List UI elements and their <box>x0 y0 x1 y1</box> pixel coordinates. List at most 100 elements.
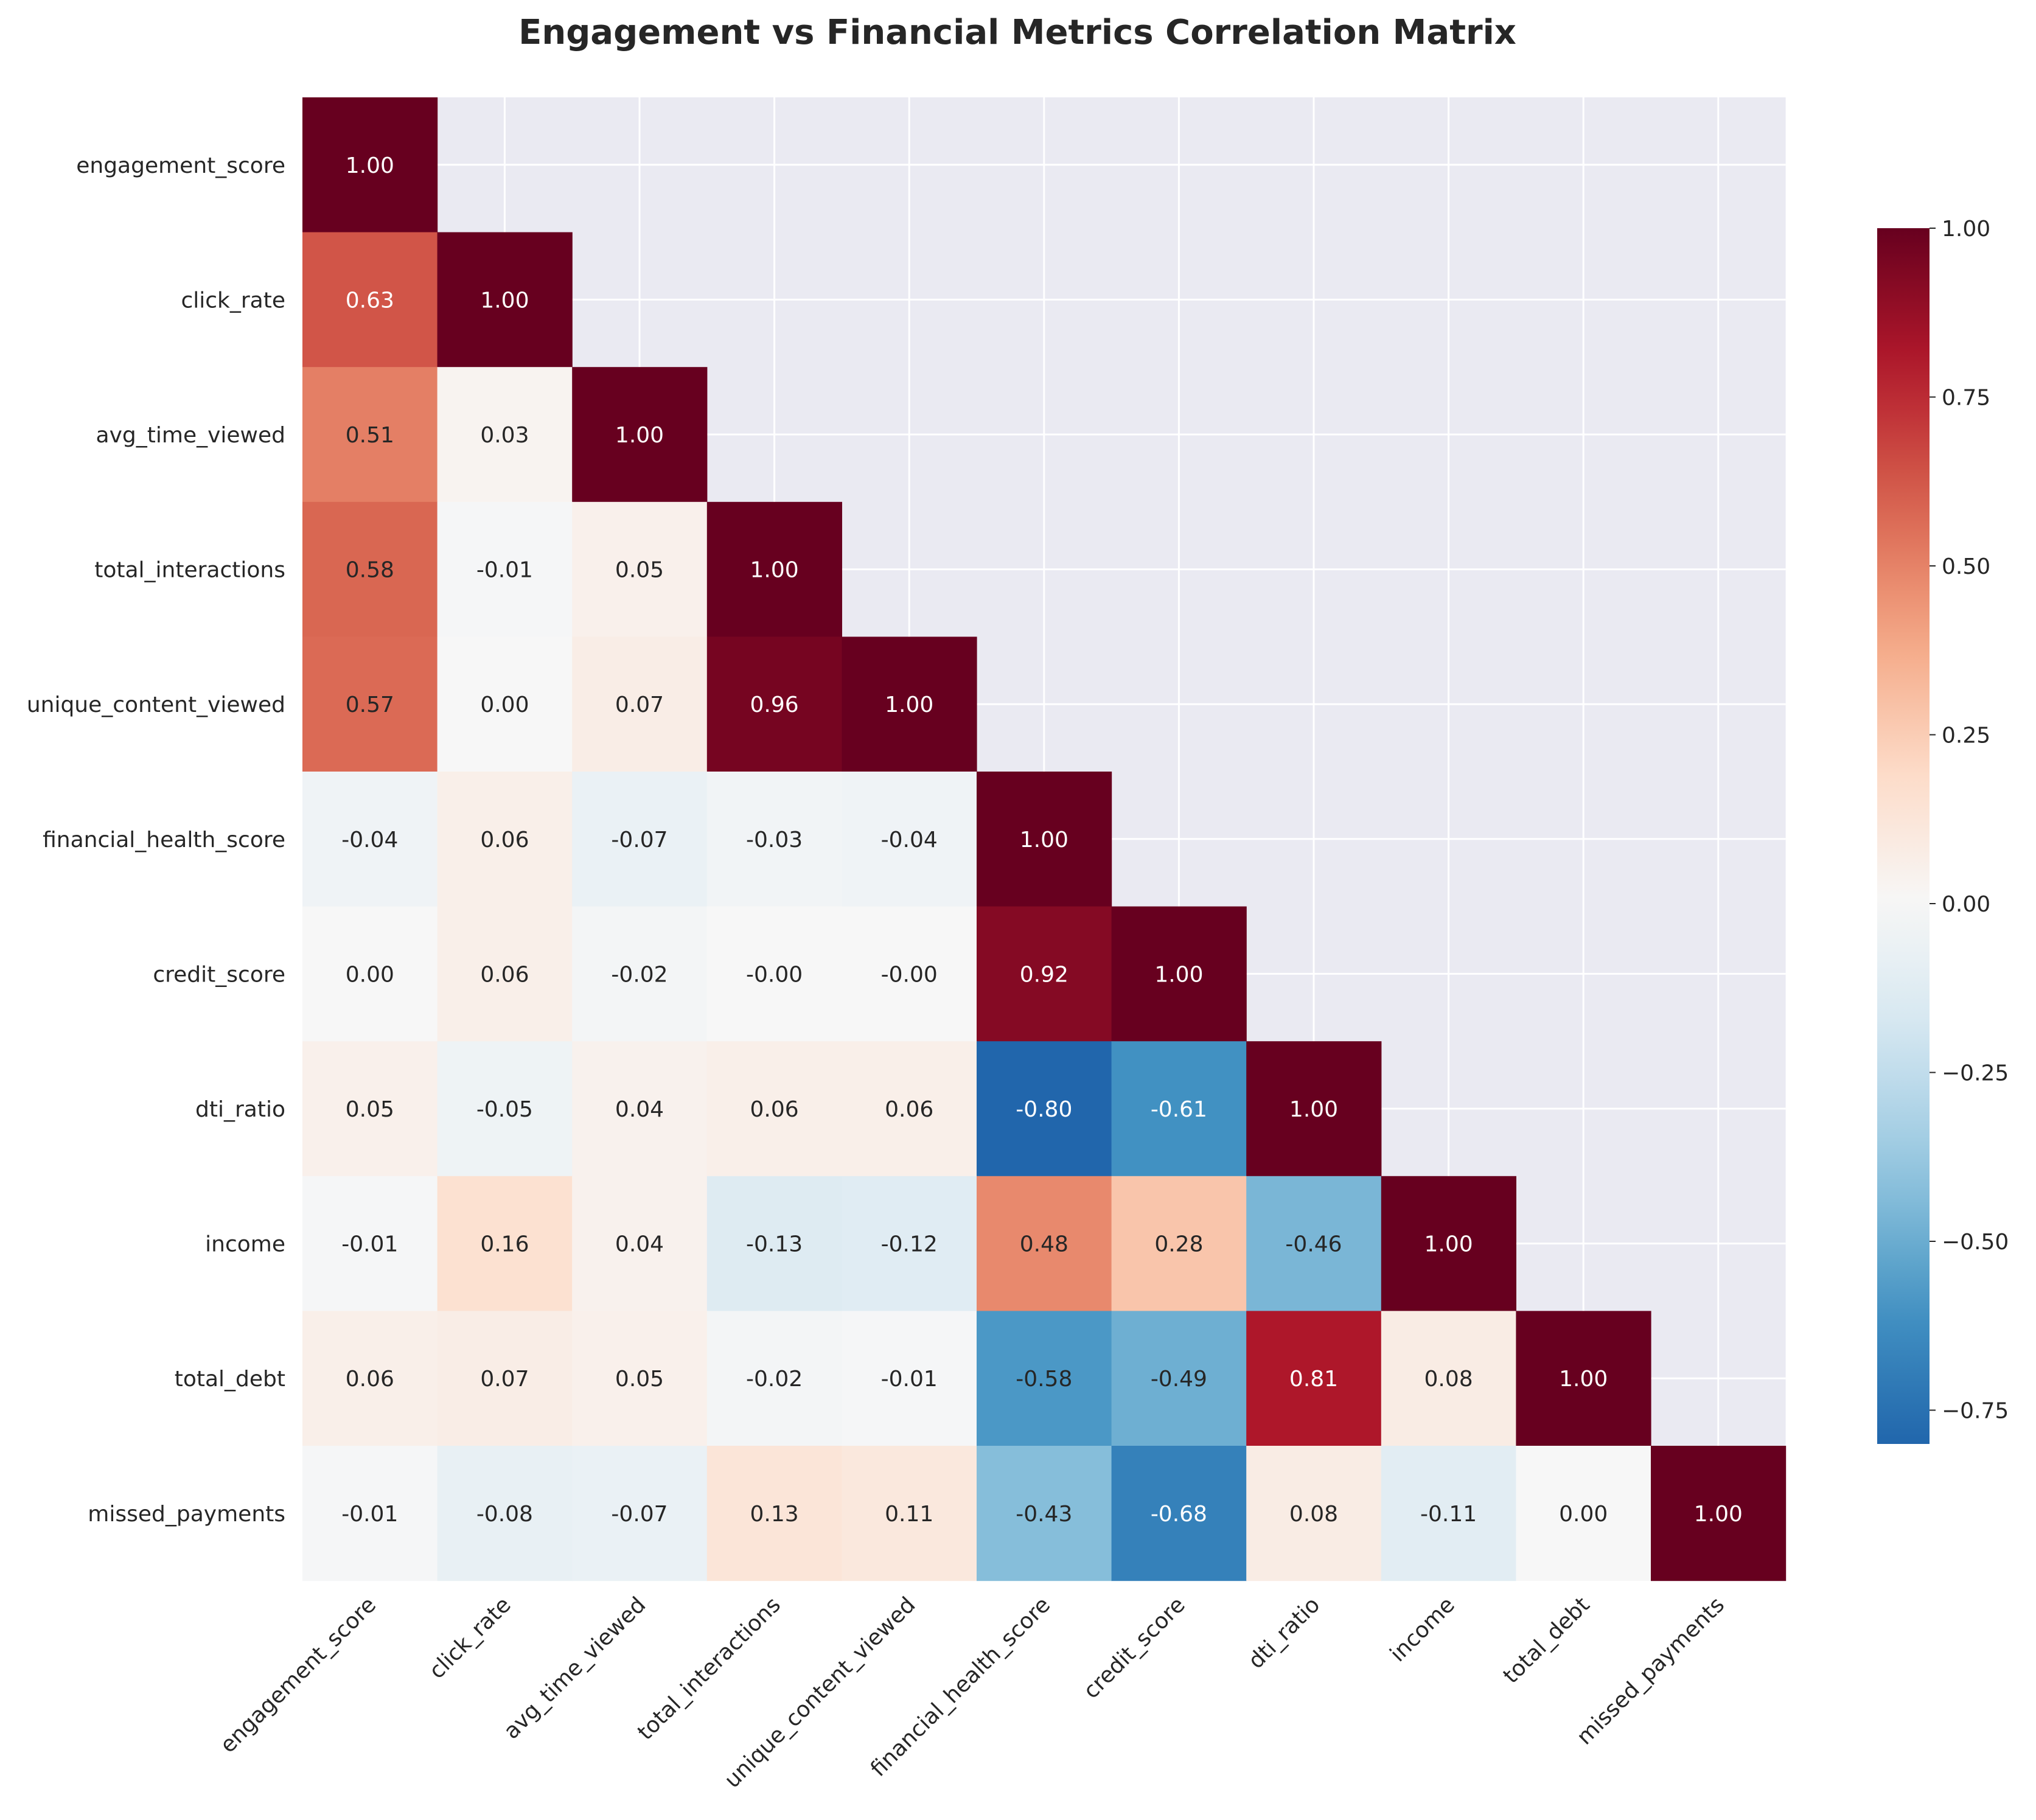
heatmap-cell <box>572 636 708 772</box>
cell-value-label: 0.58 <box>346 558 394 583</box>
y-tick-label: income <box>205 1232 285 1257</box>
cell-value-label: -0.80 <box>1016 1097 1072 1122</box>
heatmap-cell <box>437 1311 573 1446</box>
heatmap-cell <box>1381 1446 1516 1581</box>
colorbar-tick-label: 0.25 <box>1942 723 1990 748</box>
chart-title: Engagement vs Financial Metrics Correlat… <box>518 13 1516 52</box>
heatmap-cell <box>302 367 438 503</box>
heatmap-cell <box>842 772 977 907</box>
y-tick-label: unique_content_viewed <box>27 692 285 717</box>
heatmap-cell <box>706 772 842 907</box>
heatmap-cell <box>572 1176 708 1311</box>
colorbar: 1.00 0.75 0.50 0.25 0.00 −0.25 −0.50 −0.75 <box>1877 217 2009 1444</box>
heatmap-cell <box>302 1446 438 1581</box>
cell-value-label: -0.01 <box>476 558 533 583</box>
cell-value-label: 0.16 <box>480 1232 529 1257</box>
heatmap-cell <box>302 772 438 907</box>
heatmap-cell <box>302 636 438 772</box>
y-tick-label: missed_payments <box>88 1502 285 1527</box>
cell-value-label: -0.02 <box>611 962 668 987</box>
heatmap-cell <box>1246 1176 1382 1311</box>
heatmap-cell <box>1516 1446 1651 1581</box>
heatmap-cell <box>1111 1311 1247 1446</box>
heatmap-cells: 1.00 0.63 1.00 0.51 0.03 1.00 0.58 -0.01 0.05 1.0… <box>302 97 1787 1581</box>
heatmap-cell <box>302 97 438 233</box>
heatmap-cell <box>302 1176 438 1311</box>
heatmap-cell <box>706 1311 842 1446</box>
heatmap-cell <box>302 232 438 368</box>
heatmap-cell <box>437 772 573 907</box>
cell-value-label: 0.08 <box>1424 1367 1473 1392</box>
cell-value-label: 0.04 <box>615 1097 664 1122</box>
cell-value-label: 0.03 <box>480 423 529 448</box>
heatmap-cell <box>437 1446 573 1581</box>
cell-value-label: -0.04 <box>341 828 398 852</box>
cell-value-label: 0.51 <box>346 423 394 448</box>
cell-value-label: 0.08 <box>1289 1502 1338 1527</box>
cell-value-label: -0.46 <box>1285 1232 1342 1257</box>
heatmap-cell <box>572 501 708 637</box>
y-tick-label: avg_time_viewed <box>96 423 285 448</box>
cell-value-label: 0.06 <box>346 1367 394 1392</box>
cell-value-label: 1.00 <box>346 153 394 178</box>
cell-value-label: -0.04 <box>881 828 938 852</box>
colorbar-tick-label: −0.75 <box>1942 1399 2009 1424</box>
heatmap-cell <box>302 1041 438 1177</box>
heatmap-cell <box>1111 1176 1247 1311</box>
colorbar-tick-label: 1.00 <box>1942 217 1990 242</box>
cell-value-label: 0.92 <box>1020 962 1069 987</box>
y-axis-tick-labels: engagement_score click_rate avg_time_viewe… <box>27 153 285 1527</box>
heatmap-cell <box>1516 1311 1651 1446</box>
colorbar-gradient <box>1877 228 1930 1444</box>
y-tick-label: engagement_score <box>76 153 285 178</box>
cell-value-label: -0.12 <box>881 1232 938 1257</box>
heatmap-cell <box>706 906 842 1042</box>
heatmap-cell <box>706 501 842 637</box>
cell-value-label: 0.05 <box>615 1367 664 1392</box>
cell-value-label: -0.01 <box>341 1502 398 1527</box>
heatmap-cell <box>572 1041 708 1177</box>
cell-value-label: -0.58 <box>1016 1367 1072 1392</box>
cell-value-label: 0.00 <box>346 962 394 987</box>
heatmap-cell <box>1246 1311 1382 1446</box>
cell-value-label: 0.48 <box>1020 1232 1069 1257</box>
cell-value-label: -0.00 <box>746 962 803 987</box>
colorbar-tick-label: −0.25 <box>1942 1061 2009 1086</box>
y-tick-label: credit_score <box>153 962 285 987</box>
cell-value-label: 1.00 <box>750 558 799 583</box>
cell-value-label: -0.43 <box>1016 1502 1072 1527</box>
cell-value-label: 0.00 <box>480 692 529 717</box>
heatmap-cell <box>437 367 573 503</box>
heatmap-cell <box>1651 1446 1787 1581</box>
cell-value-label: 0.13 <box>750 1502 799 1527</box>
heatmap-cell <box>977 906 1112 1042</box>
heatmap-cell <box>706 1446 842 1581</box>
cell-value-label: 0.07 <box>480 1367 529 1392</box>
cell-value-label: -0.02 <box>746 1367 803 1392</box>
heatmap-cell <box>1111 906 1247 1042</box>
colorbar-tick-label: 0.00 <box>1942 892 1990 917</box>
heatmap-cell <box>1111 1041 1247 1177</box>
cell-value-label: -0.07 <box>611 1502 668 1527</box>
cell-value-label: 1.00 <box>1559 1367 1608 1392</box>
cell-value-label: 0.05 <box>346 1097 394 1122</box>
cell-value-label: 1.00 <box>1694 1502 1743 1527</box>
heatmap-cell <box>706 1176 842 1311</box>
heatmap-cell <box>977 1446 1112 1581</box>
heatmap-cell <box>842 1176 977 1311</box>
heatmap-cell <box>437 501 573 637</box>
cell-value-label: 0.00 <box>1559 1502 1608 1527</box>
heatmap-cell <box>842 906 977 1042</box>
cell-value-label: 0.04 <box>615 1232 664 1257</box>
cell-value-label: -0.03 <box>746 828 803 852</box>
cell-value-label: 0.06 <box>480 962 529 987</box>
heatmap-cell <box>977 1311 1112 1446</box>
colorbar-tick-label: 0.50 <box>1942 554 1990 579</box>
heatmap-cell <box>572 1311 708 1446</box>
heatmap-cell <box>1246 1041 1382 1177</box>
cell-value-label: -0.11 <box>1420 1502 1477 1527</box>
heatmap-cell <box>437 1176 573 1311</box>
y-tick-label: click_rate <box>181 288 285 313</box>
cell-value-label: 0.28 <box>1154 1232 1203 1257</box>
